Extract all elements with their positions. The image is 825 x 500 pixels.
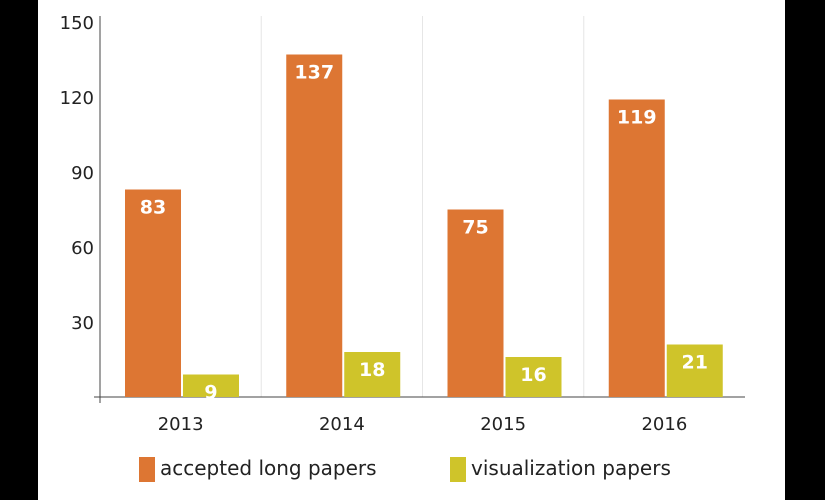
x-axis-ticks: 2013 2014 2015 2016 [158, 414, 688, 435]
legend-swatch [139, 457, 155, 482]
x-tick-label: 2013 [158, 414, 204, 435]
x-tick-label: 2016 [641, 414, 687, 435]
legend-label: visualization papers [471, 456, 671, 480]
y-tick-label: 150 [60, 13, 94, 34]
data-label: 137 [294, 62, 334, 84]
data-label: 21 [682, 352, 708, 374]
data-labels: 83 9 137 18 75 16 119 21 [140, 62, 708, 404]
bar [344, 352, 401, 397]
bar [447, 209, 504, 397]
legend-swatch [450, 457, 466, 482]
bar [505, 357, 562, 397]
data-label: 16 [520, 364, 546, 386]
gridlines [260, 16, 585, 397]
data-label: 75 [462, 217, 488, 239]
bar [125, 189, 181, 397]
legend-label: accepted long papers [160, 456, 377, 480]
y-tick-label: 30 [71, 313, 94, 334]
bars [125, 54, 723, 397]
x-tick-label: 2015 [480, 414, 526, 435]
data-label: 18 [359, 359, 385, 381]
y-axis-ticks: 30 60 90 120 150 [60, 13, 94, 334]
y-tick-label: 90 [71, 163, 94, 184]
data-label: 119 [617, 107, 657, 129]
bar [608, 99, 665, 397]
y-tick-label: 120 [60, 88, 94, 109]
y-tick-label: 60 [71, 238, 94, 259]
chart-area: 30 60 90 120 150 83 9 137 18 75 16 119 21 2013 2014 2… [38, 0, 785, 500]
x-tick-label: 2014 [319, 414, 365, 435]
data-label: 83 [140, 197, 166, 219]
bar [183, 374, 239, 397]
bar [286, 54, 343, 397]
bar [666, 344, 723, 397]
data-label: 9 [204, 382, 217, 404]
legend: accepted long papers visualization papers [139, 456, 671, 482]
